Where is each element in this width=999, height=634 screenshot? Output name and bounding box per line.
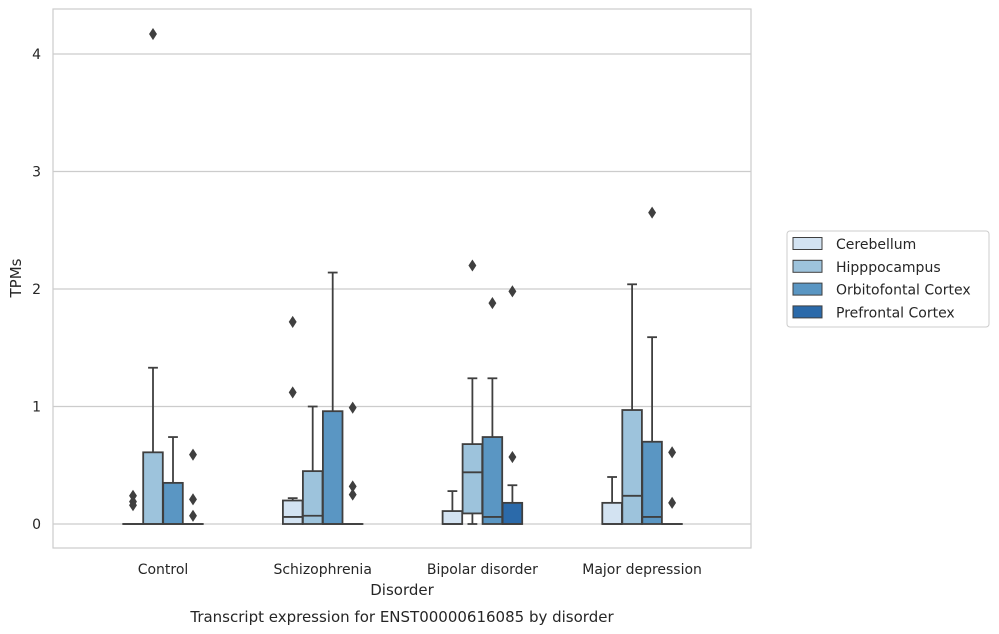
box-2-2 [481,297,504,525]
outlier-point [488,297,497,310]
outlier-point [149,27,157,41]
outlier-point [348,401,357,414]
y-tick-label: 0 [32,517,41,533]
outlier-point [129,499,137,512]
legend-swatch [792,237,823,250]
legend: Cerebellum Hipppocampus Orbitofontal Corte… [786,230,990,328]
legend-swatch [792,305,823,319]
box-3-1 [341,401,364,525]
legend-label: Prefrontal Cortex [836,305,955,321]
box-1-2 [461,259,484,525]
box-3-2 [501,285,524,525]
box-3-0 [182,448,204,525]
outlier-point [189,448,197,461]
box-body [601,501,623,525]
chart-caption: Transcript expression for ENST0000061608… [189,608,614,626]
box-1-0 [142,27,164,525]
box-0-0 [122,489,144,525]
box-body [621,409,643,525]
box-body [281,499,304,525]
outlier-point [189,493,197,506]
box-3-3 [661,446,683,525]
y-tick-label: 3 [32,165,41,181]
outlier-point [189,509,197,522]
box-0-2 [441,490,464,525]
legend-frame [786,230,990,328]
outlier-point [348,488,357,501]
box-body [142,451,164,525]
x-tick-label: Schizophrenia [273,562,371,578]
outlier-point [508,285,517,298]
x-tick-label: Major depression [582,562,702,578]
legend-label: Hipppocampus [836,260,941,276]
outlier-point [468,259,477,272]
legend-swatch [792,282,823,296]
box-body [441,510,464,525]
box-2-3 [641,206,663,525]
box-0-3 [601,476,623,525]
box-layer [122,27,683,525]
x-tick-labels: Control Schizophrenia Bipolar disorder Majo… [138,562,702,578]
x-axis-label: Disorder [370,581,434,599]
outlier-point [648,206,657,219]
box-body [461,443,484,515]
x-tick-label: Control [138,562,189,578]
box-2-1 [321,271,344,525]
box-1-1 [301,405,324,525]
outlier-point [508,450,517,464]
outlier-point [288,386,297,399]
legend-label: Orbitofontal Cortex [836,283,971,299]
legend-label: Cerebellum [836,237,916,253]
box-body [321,410,344,525]
y-tick-label: 2 [32,282,41,298]
box-body [481,436,504,525]
plot-frame [52,8,752,549]
legend-swatch [792,259,823,273]
y-tick-label: 4 [32,47,41,63]
box-1-3 [621,283,643,525]
x-tick-label: Bipolar disorder [427,562,538,578]
box-body [641,440,663,525]
box-0-1 [281,315,304,525]
box-body [162,481,184,525]
y-tick-labels: 0 1 2 3 4 [32,47,41,533]
outlier-point [668,496,677,509]
y-tick-label: 1 [32,400,41,416]
box-body [501,501,524,525]
y-axis-label: TPMs [7,258,25,298]
outlier-point [288,315,297,328]
box-2-0 [162,436,184,525]
outlier-point [668,446,677,459]
